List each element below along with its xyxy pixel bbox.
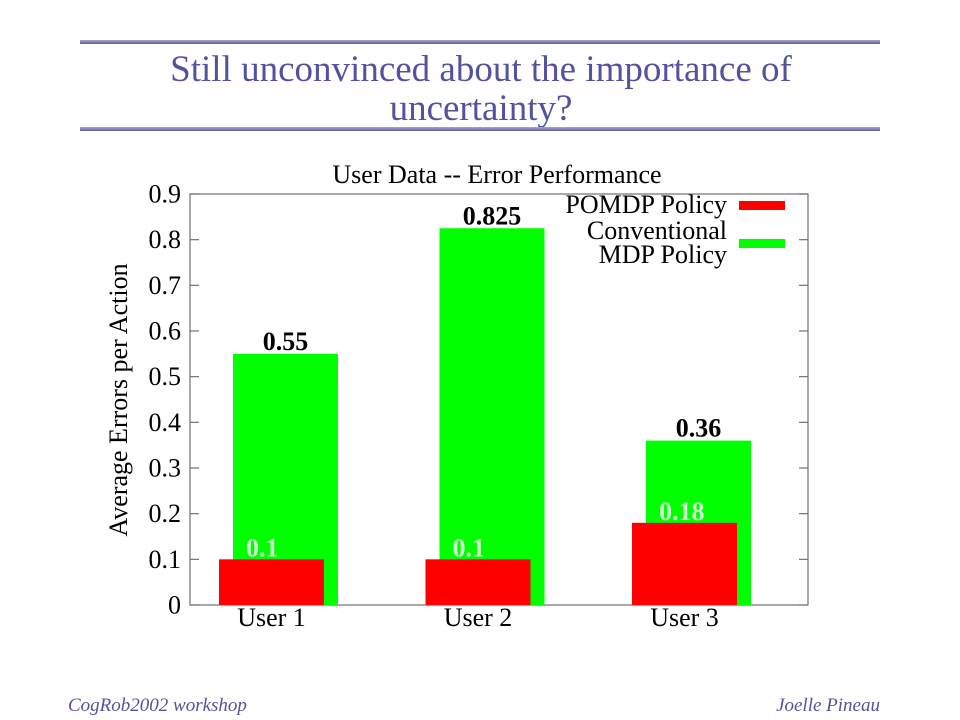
y-tick-label-4: 0.4 [149, 408, 182, 437]
x-tick-label-user-2: User 2 [444, 603, 513, 632]
legend-label-conventional-mdp-policy: Conventional MDP Policy [586, 216, 727, 269]
legend-label-pomdp-policy: POMDP Policy [565, 190, 727, 219]
bar-user-1-pomdp-policy [219, 559, 324, 605]
bar-user-3-pomdp-policy [632, 522, 737, 605]
footer-event-name: CogRob2002 workshop [68, 695, 247, 716]
bar-user-2-pomdp-policy [425, 559, 531, 605]
y-axis-label: Average Errors per Action [104, 263, 133, 536]
data-label-user-1-conventional-mdp-policy: 0.55 [263, 327, 309, 356]
y-tick-label-8: 0.8 [149, 225, 182, 254]
title-rule-bottom [80, 127, 880, 131]
legend-swatch-pomdp-policy [739, 200, 785, 210]
title-rule-top [80, 40, 880, 44]
x-tick-label-user-3: User 3 [650, 603, 719, 632]
y-tick-label-7: 0.7 [149, 271, 182, 300]
y-tick-label-2: 0.2 [149, 499, 182, 528]
legend-swatch-conventional-mdp-policy [739, 238, 785, 248]
y-tick-label-5: 0.5 [149, 362, 182, 391]
y-tick-label-6: 0.6 [149, 317, 182, 346]
chart-legend: POMDP Policy Conventional MDP Policy [565, 190, 785, 269]
y-tick-label-9: 0.9 [149, 180, 182, 209]
x-tick-label-user-1: User 1 [237, 603, 306, 632]
y-tick-label-3: 0.3 [149, 454, 182, 483]
data-label-user-2-pomdp-policy: 0.1 [453, 533, 486, 562]
slide-title-line-2: uncertainty? [389, 88, 573, 129]
chart-title: User Data -- Error Performance [332, 160, 661, 189]
data-label-user-2-conventional-mdp-policy: 0.825 [463, 201, 522, 230]
footer-author: Joelle Pineau [776, 695, 880, 716]
data-label-user-3-conventional-mdp-policy: 0.36 [676, 414, 722, 443]
y-tick-label-0: 0 [168, 591, 181, 620]
legend-item-conventional-mdp-policy: Conventional MDP Policy [565, 216, 785, 269]
bar-user-2-conventional-mdp-policy [439, 228, 545, 605]
legend-item-pomdp-policy: POMDP Policy [565, 190, 785, 219]
slide-title-line-1: Still unconvinced about the importance o… [170, 49, 792, 90]
data-label-user-1-pomdp-policy: 0.1 [246, 533, 279, 562]
y-tick-label-1: 0.1 [149, 545, 182, 574]
data-label-user-3-pomdp-policy: 0.18 [659, 497, 705, 526]
